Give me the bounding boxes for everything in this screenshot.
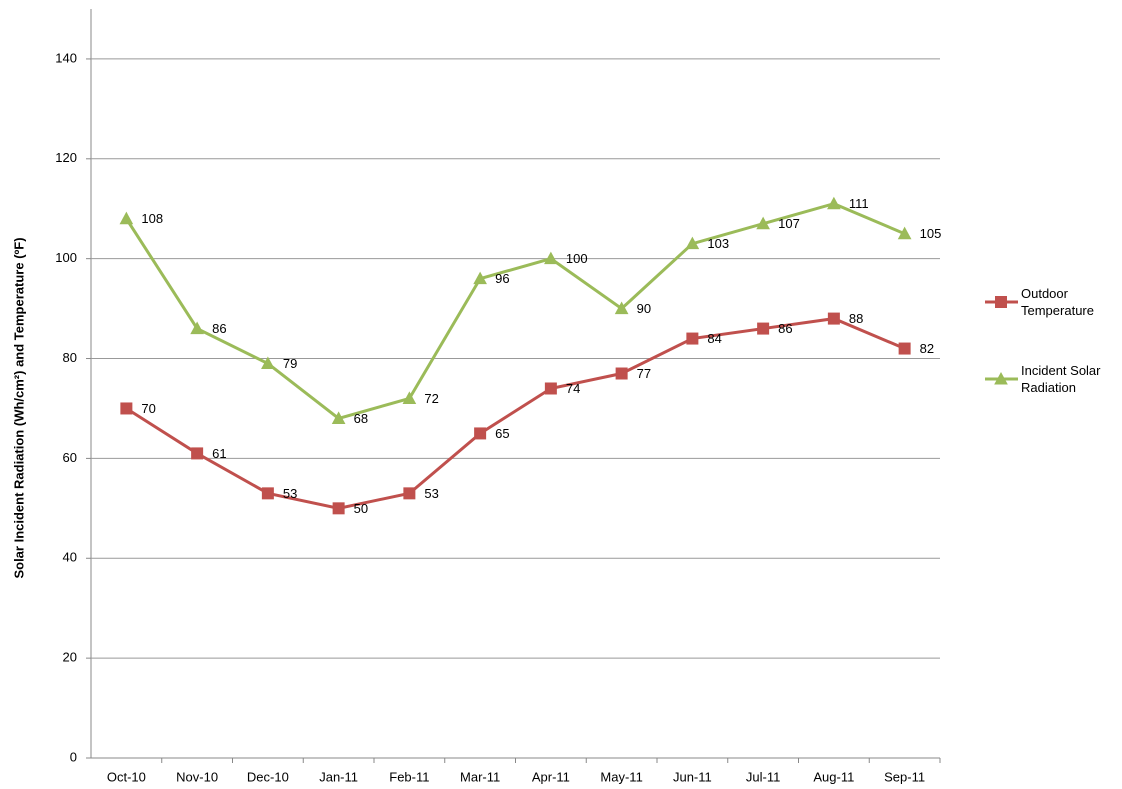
data-label: 86 [212,321,226,336]
data-point [402,391,417,404]
x-tick-label: May-11 [600,769,642,784]
data-label: 107 [778,216,800,231]
data-label: 50 [354,501,368,516]
x-tick-label: Aug-11 [813,769,854,784]
data-point [615,367,628,380]
data-point [898,342,911,355]
x-tick-label: Sep-11 [884,769,925,784]
data-point [544,382,557,395]
data-point [614,301,629,315]
x-tick-label: Jan-11 [319,769,358,784]
data-point [473,271,487,285]
data-label: 61 [212,446,226,461]
x-tick-label: Dec-10 [247,769,289,784]
data-point [190,321,204,335]
legend-label: Incident Solar Radiation [1021,363,1101,395]
data-label: 103 [707,236,729,251]
x-tick-label: Oct-10 [107,769,146,784]
data-label: 82 [920,341,934,356]
legend-marker [995,296,1007,308]
data-point [897,226,912,240]
y-tick-label: 120 [55,150,77,165]
data-label: 79 [283,356,297,371]
data-label: 68 [354,411,368,426]
y-tick-label: 60 [63,450,77,465]
series-line [125,202,906,421]
data-label: 72 [424,391,438,406]
data-point [827,312,840,325]
data-point [757,322,770,335]
data-label: 108 [141,211,163,226]
y-tick-label: 0 [70,749,77,764]
data-label: 74 [566,381,580,396]
data-point [191,447,204,460]
y-tick-label: 40 [63,550,77,565]
data-point [403,487,416,500]
y-tick-label: 100 [55,250,77,265]
data-label: 53 [283,486,297,501]
data-label: 86 [778,321,792,336]
legend-label: Outdoor Temperature [1021,286,1094,318]
x-tick-label: Jun-11 [673,769,712,784]
data-point [686,332,699,345]
series-line [125,317,906,510]
data-point [474,427,487,440]
data-point [685,236,700,250]
data-label: 84 [707,331,721,346]
data-point [261,487,274,500]
y-tick-label: 80 [63,350,77,365]
data-label: 111 [849,196,869,211]
data-point [756,216,770,230]
data-label: 77 [637,366,651,381]
data-point [120,402,133,415]
x-tick-label: Nov-10 [176,769,218,784]
y-tick-label: 140 [55,50,77,65]
data-label: 96 [495,271,509,286]
data-point [119,211,134,225]
data-label: 88 [849,311,863,326]
data-point [827,196,841,210]
x-tick-label: Jul-11 [746,769,780,784]
data-point [331,411,346,424]
x-tick-label: Apr-11 [532,769,570,784]
data-label: 53 [424,486,438,501]
data-label: 105 [920,226,942,241]
data-label: 100 [566,251,588,266]
x-tick-label: Mar-11 [460,769,500,784]
data-label: 70 [141,401,155,416]
legend-marker [994,371,1008,385]
data-point [261,356,275,370]
y-axis-label: Solar Incident Radiation (Wh/cm²) and Te… [11,237,26,578]
data-point [332,502,345,515]
x-tick-label: Feb-11 [389,769,429,784]
data-label: 90 [637,301,651,316]
data-point [544,251,558,265]
y-tick-label: 20 [63,650,77,665]
data-label: 65 [495,426,509,441]
